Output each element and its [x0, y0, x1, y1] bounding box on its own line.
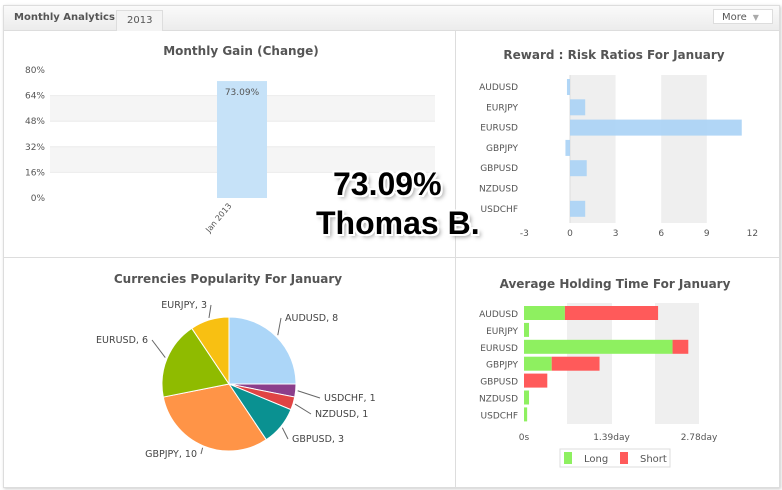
- bar-long-eurusd: [524, 339, 673, 354]
- y-category-label: EURUSD: [480, 344, 518, 354]
- chart-title: Monthly Gain (Change): [163, 44, 319, 58]
- bar-gbpjpy: [565, 139, 570, 156]
- pie-connector: [208, 304, 212, 319]
- pie-connector: [281, 427, 289, 440]
- chart-title: Reward : Risk Ratios For January: [503, 48, 724, 62]
- chart-title: Currencies Popularity For January: [114, 272, 342, 286]
- pie-label: AUDUSD, 8: [285, 313, 338, 324]
- bar-audusd: [566, 79, 570, 95]
- pie-slice-eurjpy: [191, 316, 230, 386]
- y-category-label: GBPUSD: [480, 164, 518, 174]
- bar-long-usdchf: [524, 407, 528, 422]
- pie-connector: [297, 390, 321, 399]
- pie-connector: [294, 403, 312, 415]
- chart-title: Average Holding Time For January: [500, 277, 731, 291]
- grid-band: [661, 75, 707, 223]
- tab-2013[interactable]: 2013: [116, 10, 164, 31]
- grid-band: [655, 303, 699, 424]
- bar-eurjpy: [570, 99, 586, 116]
- bar-long-eurjpy: [524, 322, 530, 337]
- x-tick-label: 0s: [519, 433, 530, 443]
- y-tick-label: 48%: [25, 117, 45, 127]
- pie-slice-eurusd: [161, 327, 230, 398]
- more-label: More: [722, 12, 747, 23]
- y-category-label: AUDUSD: [479, 310, 518, 320]
- pie-connector: [200, 447, 204, 455]
- bar-jan-2013: [217, 81, 267, 198]
- x-tick-label: 9: [704, 229, 710, 239]
- x-tick-label: Jan 2013: [203, 202, 233, 236]
- y-tick-label: 32%: [25, 143, 45, 153]
- y-tick-label: 64%: [25, 92, 45, 102]
- y-category-label: GBPUSD: [480, 378, 518, 388]
- bar-long-gbpjpy: [524, 356, 552, 371]
- y-category-label: NZDUSD: [479, 395, 518, 405]
- gain-overlay: 73.09%: [333, 166, 442, 202]
- bar-short-eurusd: [672, 339, 689, 354]
- divider: [4, 257, 779, 258]
- legend-box: [559, 448, 671, 468]
- bar-short-gbpjpy: [551, 356, 600, 371]
- bar-gbpusd: [570, 160, 587, 177]
- y-category-label: NZDUSD: [479, 185, 518, 195]
- chevron-down-icon: ▼: [752, 13, 759, 22]
- x-tick-label: 2.78day: [681, 433, 718, 443]
- legend-long-icon: [564, 452, 572, 464]
- pie-slice-gbpjpy: [162, 383, 267, 452]
- pie-label: NZDUSD, 1: [315, 409, 368, 420]
- y-category-label: USDCHF: [481, 411, 518, 421]
- y-category-label: GBPJPY: [486, 361, 518, 371]
- x-tick-label: 3: [613, 229, 619, 239]
- y-category-label: GBPJPY: [486, 144, 518, 154]
- divider: [455, 31, 456, 487]
- tab-monthly-analytics[interactable]: Monthly Analytics: [14, 12, 115, 23]
- bar-long-nzdusd: [524, 390, 530, 405]
- x-tick-label: 0: [567, 229, 573, 239]
- x-tick-label: 12: [747, 229, 758, 239]
- bar-eurusd: [570, 119, 742, 136]
- legend-label: Short: [640, 454, 667, 465]
- bar-long-audusd: [524, 306, 565, 320]
- tab-bar: Monthly Analytics 2013 More ▼: [4, 6, 779, 31]
- pie-connector: [151, 339, 166, 358]
- legend-label: Long: [584, 454, 608, 465]
- x-tick-label: 6: [658, 229, 664, 239]
- x-tick-label: 1.39day: [593, 433, 630, 443]
- bar-usdchf: [570, 200, 586, 217]
- analytics-panel: Monthly Analytics 2013 More ▼: [3, 5, 780, 488]
- bar-short-gbpusd: [524, 373, 548, 388]
- more-dropdown[interactable]: More ▼: [713, 9, 773, 24]
- bar-short-audusd: [564, 306, 659, 320]
- pie-label: EURJPY, 3: [161, 300, 207, 311]
- trader-name-overlay: Thomas B.: [316, 205, 480, 241]
- y-category-label: USDCHF: [481, 205, 518, 215]
- y-tick-label: 16%: [25, 168, 45, 178]
- y-tick-label: 0%: [31, 194, 46, 204]
- pie-label: USDCHF, 1: [324, 393, 376, 404]
- y-tick-label: 80%: [25, 66, 45, 76]
- y-category-label: EURUSD: [480, 124, 518, 134]
- pie-label: GBPUSD, 3: [292, 434, 344, 445]
- y-category-label: AUDUSD: [479, 83, 518, 93]
- pie-label: EURUSD, 6: [96, 335, 148, 346]
- pie-connector: [277, 317, 282, 336]
- legend-short-icon: [620, 452, 628, 464]
- y-category-label: EURJPY: [486, 327, 518, 337]
- bar-data-label: 73.09%: [225, 88, 260, 98]
- pie-slice-audusd: [228, 316, 297, 385]
- x-tick-label: -3: [520, 229, 529, 239]
- y-category-label: EURJPY: [486, 103, 518, 113]
- pie-label: GBPJPY, 10: [145, 449, 197, 460]
